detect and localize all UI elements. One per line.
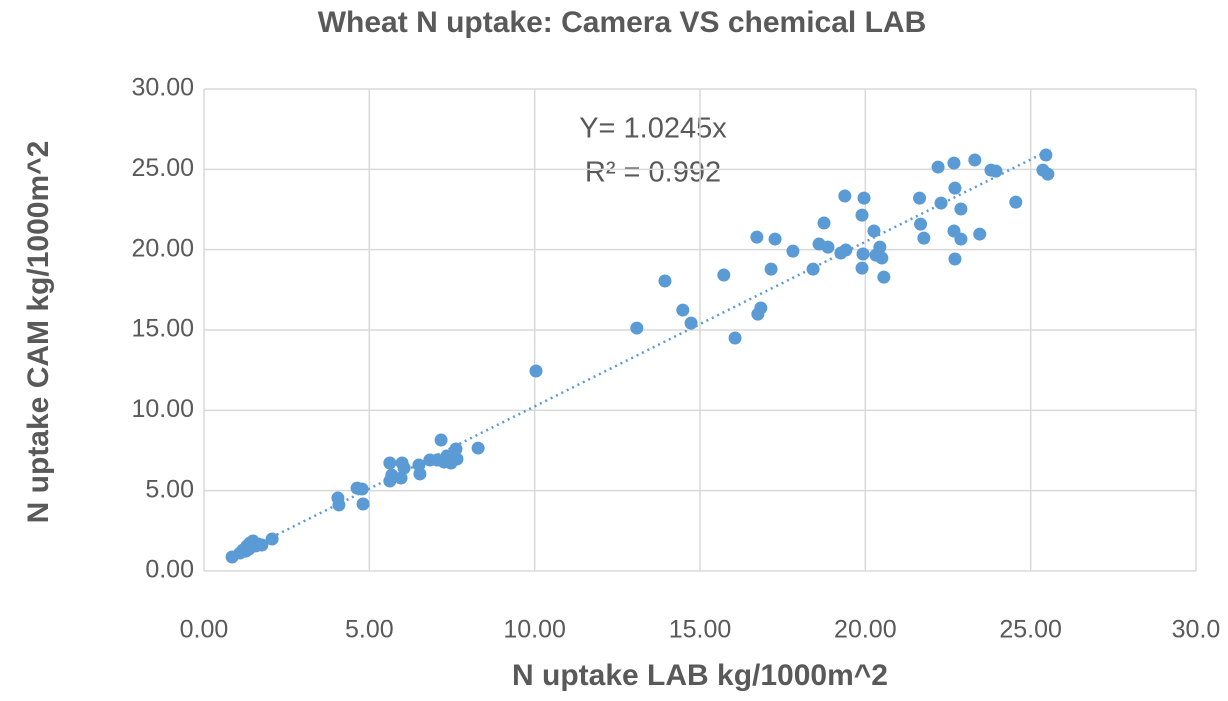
data-point [786, 244, 800, 258]
data-point [821, 240, 835, 254]
data-point [728, 331, 742, 345]
y-tick-label: 30.00 [131, 74, 194, 102]
y-axis-title: N uptake CAM kg/1000m^2 [22, 141, 55, 524]
y-tick-label: 20.00 [131, 234, 194, 262]
data-point [934, 196, 948, 210]
data-point [242, 542, 256, 556]
data-point [817, 216, 831, 230]
data-point [717, 268, 731, 282]
data-point [676, 303, 690, 317]
data-point [913, 191, 927, 205]
data-point [806, 262, 820, 276]
y-tick-label: 5.00 [145, 475, 194, 503]
x-tick-label: 25.00 [999, 616, 1062, 644]
x-tick-label: 10.00 [503, 616, 566, 644]
data-point [768, 232, 782, 246]
data-point [855, 208, 869, 222]
data-point [356, 497, 370, 511]
data-point [875, 251, 889, 265]
r-squared: R² = 0.992 [585, 157, 721, 189]
y-tick-label: 25.00 [131, 154, 194, 182]
x-tick-label: 15.00 [669, 616, 732, 644]
data-point [855, 261, 869, 275]
data-point [867, 224, 881, 238]
data-point [857, 191, 871, 205]
data-point [449, 442, 463, 456]
y-tick-label: 15.00 [131, 315, 194, 343]
data-point [948, 181, 962, 195]
chart-title: Wheat N uptake: Camera VS chemical LAB [318, 6, 927, 39]
data-point [684, 316, 698, 330]
x-tick-label: 0.00 [180, 616, 229, 644]
data-point [450, 452, 464, 466]
data-point [764, 262, 778, 276]
data-point [255, 538, 269, 552]
data-point [914, 217, 928, 231]
x-axis-title: N uptake LAB kg/1000m^2 [512, 659, 888, 692]
data-point [873, 240, 887, 254]
data-point [750, 230, 764, 244]
data-point [968, 153, 982, 167]
data-point [394, 471, 408, 485]
data-point [265, 532, 279, 546]
data-point [471, 441, 485, 455]
x-tick-label: 20.00 [834, 616, 897, 644]
data-point [434, 433, 448, 447]
data-point [989, 164, 1003, 178]
y-tick-label: 0.00 [145, 556, 194, 584]
trendline [233, 148, 1052, 558]
data-point [630, 321, 644, 335]
data-point [413, 467, 427, 481]
data-point [917, 231, 931, 245]
data-point [332, 498, 346, 512]
data-point [355, 482, 369, 496]
data-point [877, 270, 891, 284]
data-point [954, 232, 968, 246]
data-point [529, 364, 543, 378]
x-tick-label: 5.00 [345, 616, 394, 644]
data-point [856, 247, 870, 261]
data-point [397, 461, 411, 475]
data-point [1041, 167, 1055, 181]
data-point [754, 301, 768, 315]
data-point [931, 160, 945, 174]
x-tick-label: 30.0 [1172, 616, 1221, 644]
data-point [1009, 195, 1023, 209]
data-point [1039, 148, 1053, 162]
y-tick-label: 10.00 [131, 395, 194, 423]
data-point [839, 243, 853, 257]
data-point [954, 202, 968, 216]
data-point [838, 189, 852, 203]
data-point [973, 227, 987, 241]
data-point [658, 274, 672, 288]
data-point [383, 456, 397, 470]
data-point [948, 252, 962, 266]
equation: Y= 1.0245x [579, 113, 727, 145]
data-point [947, 156, 961, 170]
